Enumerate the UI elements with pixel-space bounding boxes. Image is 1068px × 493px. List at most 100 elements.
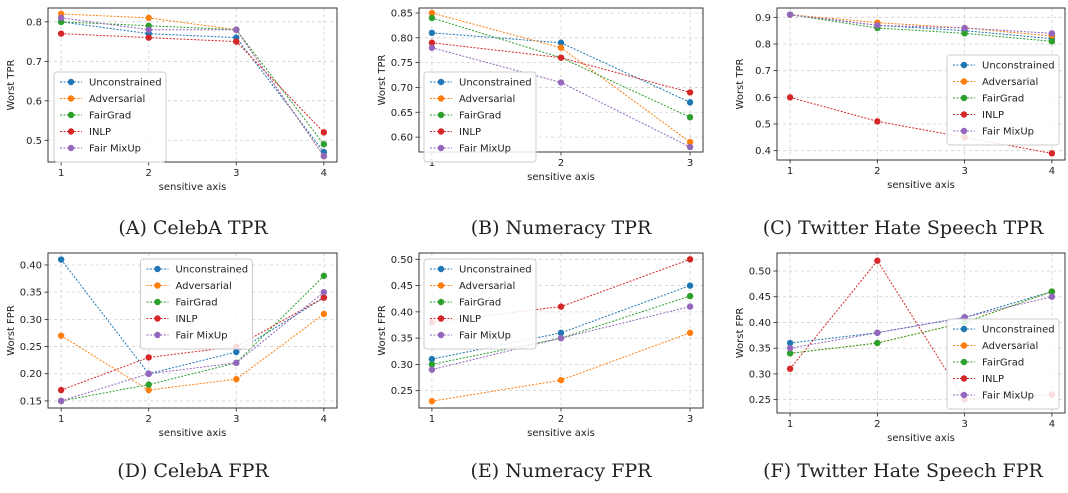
legend-label: INLP (982, 110, 1004, 121)
legend: Unconstrained Adversarial FairGrad INLP Fair… (423, 258, 537, 350)
legend-label: FairGrad (459, 111, 501, 122)
data-point (961, 30, 968, 37)
x-tick-label: 2 (558, 158, 564, 169)
y-tick-label: 0.50 (391, 255, 413, 266)
data-point (557, 303, 565, 310)
x-tick-label: 2 (558, 414, 564, 425)
data-point (57, 397, 65, 405)
data-point (428, 355, 436, 363)
data-point (233, 359, 240, 367)
data-point (145, 34, 152, 41)
data-point (57, 256, 65, 263)
y-tick-label: 0.50 (749, 267, 771, 278)
x-tick-label: 3 (687, 414, 693, 425)
data-point (686, 99, 694, 106)
legend-label: Fair MixUp (459, 331, 511, 342)
legend-label: Fair MixUp (175, 331, 227, 342)
data-point (961, 24, 968, 32)
legend-label: Unconstrained (982, 325, 1055, 336)
series-line (789, 96, 1052, 154)
y-tick-label: 0.85 (391, 8, 413, 19)
data-point (320, 294, 328, 301)
y-axis-label: Worst TPR (377, 54, 388, 105)
legend: Unconstrained Adversarial FairGrad INLP Fair… (53, 71, 167, 163)
data-point (874, 22, 881, 29)
y-axis-label: Worst FPR (377, 305, 388, 356)
data-point (686, 303, 694, 310)
series-line (431, 295, 691, 365)
legend-marker (154, 298, 161, 306)
x-tick-label: 2 (874, 166, 880, 177)
legend-marker (437, 78, 445, 86)
series-line (431, 306, 691, 371)
x-tick-label: 1 (429, 414, 435, 425)
y-tick-label: 0.6 (26, 96, 42, 107)
legend-label: Adversarial (459, 94, 515, 105)
x-axis-label: sensitive axis (527, 428, 595, 439)
legend-marker (960, 127, 968, 135)
legend-marker (960, 325, 968, 333)
data-point (428, 14, 436, 22)
data-point (320, 152, 328, 160)
y-tick-label: 0.45 (749, 292, 771, 303)
legend-marker (437, 128, 445, 135)
y-tick-label: 0.7 (26, 57, 42, 68)
x-tick-label: 2 (146, 168, 152, 179)
data-point (786, 365, 794, 372)
legend-marker (437, 95, 445, 102)
data-point (786, 344, 794, 352)
legend-box (946, 318, 1060, 410)
chart-panel: 1 2 3 4 0.15 0.20 0.25 0.30 0.35 0.40 sensitive ax… (6, 252, 338, 482)
y-tick-label: 0.35 (391, 334, 413, 345)
data-point (786, 94, 794, 101)
panel-caption: (C) Twitter Hate Speech TPR (763, 217, 1044, 239)
data-point (1048, 150, 1056, 157)
x-tick-label: 1 (787, 166, 793, 177)
series-line (431, 285, 691, 360)
data-point (686, 114, 694, 121)
data-point (320, 310, 328, 318)
data-point (874, 118, 881, 125)
legend-marker (960, 78, 968, 85)
panel-caption: (F) Twitter Hate Speech FPR (763, 460, 1043, 482)
data-point (874, 339, 881, 347)
legend-marker (960, 342, 968, 349)
series-line (790, 296, 1053, 349)
data-point (557, 329, 565, 337)
legend-marker (437, 315, 445, 322)
data-point (145, 381, 152, 388)
y-tick-label: 0.45 (391, 281, 413, 292)
y-tick-label: 0.75 (391, 58, 413, 69)
data-point (428, 44, 436, 51)
legend-label: Fair MixUp (982, 127, 1034, 138)
legend-box (423, 258, 537, 350)
series-line (60, 291, 325, 402)
legend-marker (437, 144, 445, 152)
y-tick-label: 0.35 (20, 288, 42, 299)
data-point (686, 138, 694, 146)
data-point (428, 361, 436, 368)
series-line (790, 291, 1053, 354)
chart-panel: 1 2 3 4 0.5 0.6 0.7 0.8 sensitive axis Worst TPR U… (6, 7, 338, 239)
legend-marker (67, 78, 75, 86)
legend-label: Unconstrained (459, 265, 532, 276)
legend-label: FairGrad (982, 94, 1024, 105)
series-line (431, 32, 691, 103)
x-tick-label: 4 (1049, 419, 1055, 430)
legend-label: Adversarial (175, 281, 231, 292)
legend-marker (960, 94, 968, 102)
legend-marker (437, 282, 445, 289)
legend-label: Fair MixUp (89, 144, 141, 155)
data-point (428, 39, 436, 46)
series-line (60, 259, 325, 375)
y-tick-label: 0.30 (20, 315, 42, 326)
x-tick-label: 3 (961, 166, 967, 177)
chart-panel: 1 2 3 4 0.25 0.30 0.35 0.40 0.45 0.50 sensitive ax… (735, 252, 1066, 482)
legend-marker (67, 144, 75, 152)
x-tick-label: 4 (321, 414, 327, 425)
series-line (61, 21, 325, 145)
legend-marker (67, 111, 75, 119)
legend-marker (154, 265, 161, 273)
x-axis-label: sensitive axis (159, 182, 227, 193)
x-tick-label: 4 (321, 168, 327, 179)
